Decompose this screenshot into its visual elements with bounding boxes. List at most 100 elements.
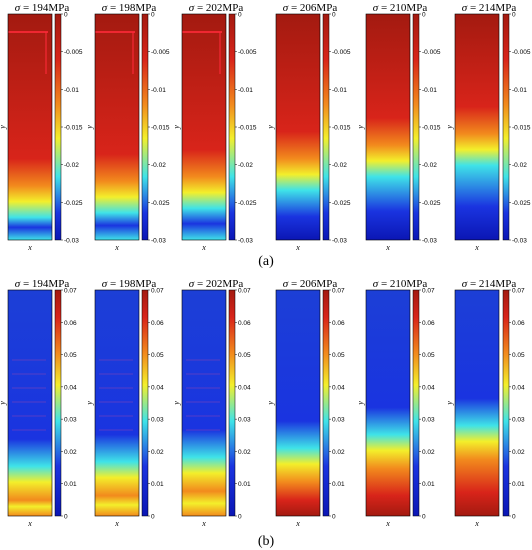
stress-value: = 198MPa [107,278,156,290]
sigma-symbol: σ [102,278,108,290]
colorbar-tick-label: -0.02 [151,162,166,169]
strain-field [366,290,410,516]
colorbar-tick-label: -0.01 [151,87,166,94]
strain-field [95,14,139,240]
colorbar-tick-label: 0.07 [151,288,164,295]
colorbar-tick-label: 0.03 [151,417,164,424]
y-axis-label: y [445,125,454,130]
colorbar-tick-label: 0.07 [512,288,525,295]
panel-frame [365,13,411,241]
x-axis-label: x [114,519,119,528]
sigma-symbol: σ [283,2,289,14]
colorbar-tick-label: 0.03 [64,417,77,424]
strain-field [276,290,320,516]
y-axis-label: y [266,401,275,406]
panel-title: σ = 202MPa [189,2,244,14]
colorbar-tick-label: 0.05 [64,352,77,359]
colorbar-tick-label: -0.025 [512,200,531,207]
colorbar-tick-label: 0.05 [238,352,251,359]
colorbar-tick-label: 0.04 [512,384,525,391]
strain-field [95,290,139,516]
colorbar-tick-label: -0.005 [238,49,257,56]
colorbar-tick-label: -0.02 [422,162,437,169]
y-axis-label: y [85,125,94,130]
colorbar [502,289,510,517]
colorbar-tick-label: -0.02 [332,162,347,169]
stress-value: = 206MPa [288,278,337,290]
panel-title: σ = 214MPa [462,278,517,290]
strain-map-panel: σ = 214MPa x y 0.07 0.06 0.05 0.04 0.03 0.02 0.01… [445,278,525,528]
colorbar-tick-label: -0.03 [512,238,527,245]
sigma-symbol: σ [373,278,379,290]
colorbar-tick-label: 0 [151,12,155,19]
strain-map-panel: σ = 194MPa x y 0.07 0.06 0.05 0.04 0.03 0.02 0.01… [0,278,77,528]
colorbar-tick-label: -0.005 [332,49,351,56]
colorbar-tick-label: 0.04 [332,384,345,391]
colorbar-tick-label: 0.02 [422,449,435,456]
sigma-symbol: σ [15,2,21,14]
panel-frame [7,13,53,241]
y-axis-label: y [356,401,365,406]
colorbar-tick-label: 0.05 [512,352,525,359]
colorbar-tick-label: -0.01 [512,87,527,94]
panel-frame [275,289,321,517]
caption-a: (a) [258,254,274,269]
row-a-strain-maps: σ = 194MPa x y 0 -0.005 -0.01 -0.015 -0.02 -0.02… [0,2,531,252]
colorbar-tick-label: 0.07 [64,288,77,295]
sigma-symbol: σ [102,2,108,14]
colorbar-tick-label: -0.015 [238,125,257,132]
colorbar-tick-label: 0 [422,514,426,521]
colorbar-tick-label: 0.01 [238,481,251,488]
panel-title: σ = 210MPa [373,2,428,14]
colorbar-tick-label: 0 [64,12,68,19]
colorbar-tick-label: -0.02 [64,162,79,169]
colorbar-tick-label: -0.015 [151,125,170,132]
panel-title: σ = 194MPa [15,278,70,290]
colorbar [141,13,149,241]
strain-map-panel: σ = 210MPa x y 0.07 0.06 0.05 0.04 0.03 0.02 0.01… [356,278,435,528]
colorbar-tick-label: 0.02 [64,449,77,456]
colorbar-tick-label: 0 [332,514,336,521]
colorbar-tick-label: -0.03 [151,238,166,245]
colorbar-tick-label: -0.01 [332,87,347,94]
panel-frame [454,13,500,241]
colorbar-tick-label: 0.04 [151,384,164,391]
colorbar-tick-label: 0.03 [332,417,345,424]
sigma-symbol: σ [373,2,379,14]
panel-title: σ = 198MPa [102,278,157,290]
strain-map-panel: σ = 198MPa x y 0 -0.005 -0.01 -0.015 -0.02 -0.02… [85,2,170,252]
colorbar [322,13,330,241]
colorbar-tick-label: 0.07 [332,288,345,295]
stress-value: = 206MPa [288,2,337,14]
colorbar-tick-label: 0.06 [422,320,435,327]
colorbar-tick-label: 0.05 [332,352,345,359]
colorbar-tick-label: 0 [512,12,516,19]
colorbar-tick-label: -0.015 [512,125,531,132]
colorbar-tick-label: 0.01 [151,481,164,488]
stress-value: = 202MPa [194,2,243,14]
colorbar-tick-label: -0.015 [422,125,441,132]
colorbar-tick-label: 0.06 [332,320,345,327]
colorbar-tick-label: 0.06 [151,320,164,327]
x-axis-label: x [474,243,479,252]
colorbar-tick-label: 0.02 [238,449,251,456]
sigma-symbol: σ [462,278,468,290]
y-axis-label: y [356,125,365,130]
colorbar-tick-label: 0.04 [422,384,435,391]
y-axis-label: y [0,125,7,130]
sigma-symbol: σ [283,278,289,290]
colorbar-tick-label: 0 [238,514,242,521]
x-axis-label: x [295,519,300,528]
colorbar-tick-label: -0.025 [238,200,257,207]
stress-value: = 214MPa [467,2,516,14]
y-axis-label: y [172,401,181,406]
strain-field [276,14,320,240]
strain-map-panel: σ = 210MPa x y 0 -0.005 -0.01 -0.015 -0.02 -0.02… [356,2,441,252]
colorbar [412,13,420,241]
stress-value: = 214MPa [467,278,516,290]
stress-value: = 202MPa [194,278,243,290]
strain-map-panel: σ = 198MPa x y 0.07 0.06 0.05 0.04 0.03 0.02 0.01… [85,278,164,528]
panel-frame [94,289,140,517]
colorbar-tick-label: 0.07 [422,288,435,295]
colorbar-tick-label: 0.05 [422,352,435,359]
